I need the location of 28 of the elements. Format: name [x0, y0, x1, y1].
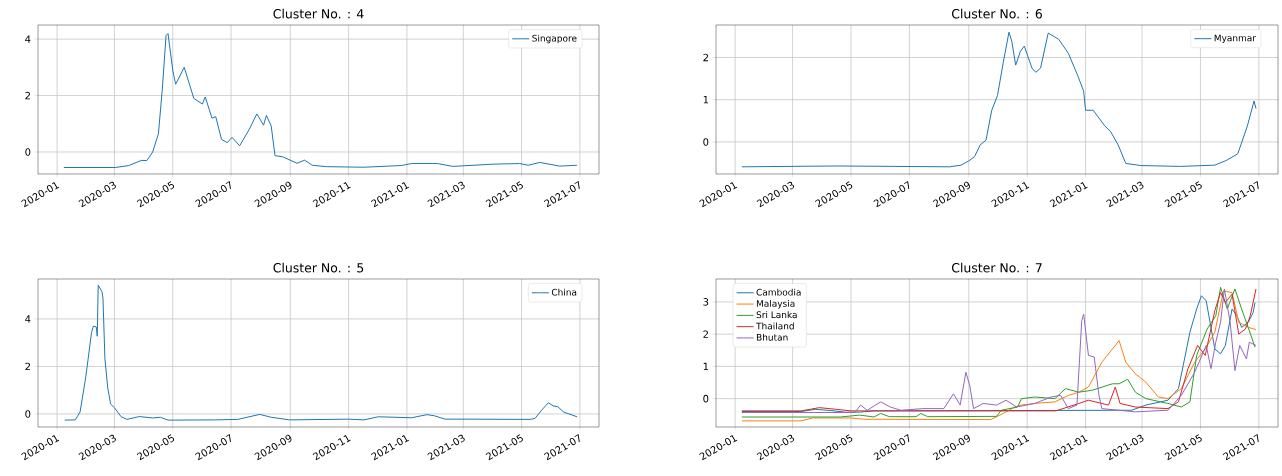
- y-tick-label: 2: [703, 330, 708, 338]
- y-tick-label: 1: [703, 362, 709, 371]
- line-series: [64, 284, 578, 421]
- chart-title: Cluster No. : 5: [273, 262, 364, 273]
- y-tick-label: 4: [25, 315, 31, 323]
- y-tick-label: 1: [703, 96, 709, 104]
- chart-title: Cluster No. : 7: [951, 262, 1042, 273]
- legend-label: Myanmar: [1214, 34, 1256, 44]
- legend-label: Sri Lanka: [756, 311, 797, 319]
- y-tick-label: 0: [25, 148, 31, 156]
- chart-title: Cluster No. : 6: [951, 8, 1042, 19]
- y-tick-label: 2: [703, 53, 708, 62]
- chart-title: Cluster No. : 4: [273, 8, 364, 19]
- legend-label: Bhutan: [756, 333, 788, 341]
- line-series: [63, 32, 578, 169]
- legend-label: Malaysia: [756, 299, 795, 309]
- y-tick-label: 0: [703, 138, 709, 146]
- legend-label: Cambodia: [756, 288, 801, 296]
- y-tick-label: 4: [25, 35, 31, 43]
- y-tick-label: 0: [703, 394, 709, 403]
- y-tick-label: 3: [703, 298, 709, 306]
- y-tick-label: 0: [25, 410, 31, 418]
- legend-label: Singapore: [532, 34, 577, 44]
- y-tick-label: 2: [25, 362, 30, 371]
- legend-label: Thailand: [756, 322, 794, 330]
- line-series: [741, 31, 1257, 168]
- y-tick-label: 2: [25, 91, 30, 100]
- legend-label: China: [551, 288, 577, 296]
